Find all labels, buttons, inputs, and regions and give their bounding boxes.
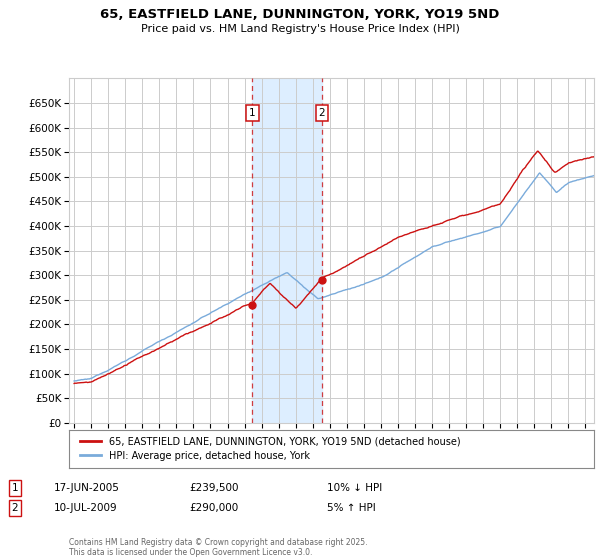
Legend: 65, EASTFIELD LANE, DUNNINGTON, YORK, YO19 5ND (detached house), HPI: Average pr: 65, EASTFIELD LANE, DUNNINGTON, YORK, YO… [74,430,466,467]
Text: 1: 1 [249,108,256,118]
Text: 17-JUN-2005: 17-JUN-2005 [54,483,120,493]
Text: £239,500: £239,500 [189,483,239,493]
Text: 2: 2 [11,503,19,513]
Text: 2: 2 [319,108,325,118]
Text: £290,000: £290,000 [189,503,238,513]
Text: Contains HM Land Registry data © Crown copyright and database right 2025.
This d: Contains HM Land Registry data © Crown c… [69,538,367,557]
Text: Price paid vs. HM Land Registry's House Price Index (HPI): Price paid vs. HM Land Registry's House … [140,24,460,34]
Text: 5% ↑ HPI: 5% ↑ HPI [327,503,376,513]
Text: 10% ↓ HPI: 10% ↓ HPI [327,483,382,493]
Text: 1: 1 [11,483,19,493]
Bar [253,78,322,423]
Text: 65, EASTFIELD LANE, DUNNINGTON, YORK, YO19 5ND: 65, EASTFIELD LANE, DUNNINGTON, YORK, YO… [100,8,500,21]
Text: 10-JUL-2009: 10-JUL-2009 [54,503,118,513]
